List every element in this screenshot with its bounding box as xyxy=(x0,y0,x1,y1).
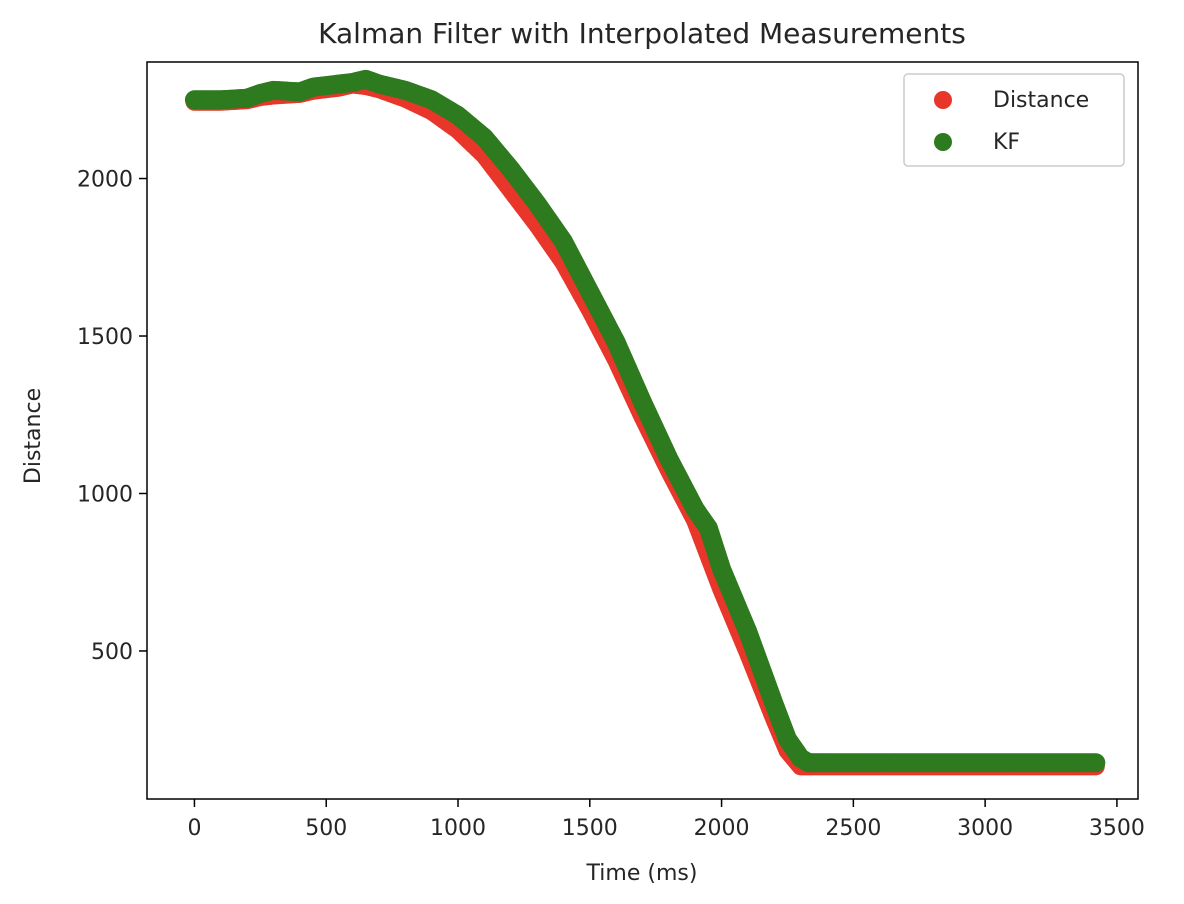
x-tick-label: 3000 xyxy=(957,816,1013,841)
y-tick-label: 1500 xyxy=(77,325,133,350)
x-axis-label: Time (ms) xyxy=(586,861,698,886)
x-tick-label: 2000 xyxy=(694,816,750,841)
chart-title: Kalman Filter with Interpolated Measurem… xyxy=(318,17,966,50)
y-axis-label: Distance xyxy=(21,388,46,484)
y-tick-label: 500 xyxy=(91,640,133,665)
x-tick-label: 500 xyxy=(305,816,347,841)
legend-box xyxy=(903,73,1125,167)
plot-frame xyxy=(146,61,1139,800)
plot-marks xyxy=(184,69,1106,776)
legend-marker-kf xyxy=(934,133,952,151)
x-axis-ticks: 0 500 1000 1500 2000 2500 3000 3500 xyxy=(187,799,1145,841)
legend: Distance KF xyxy=(903,73,1125,167)
data-point-kf xyxy=(1086,753,1106,773)
y-tick-label: 2000 xyxy=(77,168,133,193)
x-tick-label: 1000 xyxy=(430,816,486,841)
y-axis-ticks: 500 1000 1500 2000 xyxy=(77,168,147,665)
x-tick-label: 0 xyxy=(187,816,201,841)
x-tick-label: 1500 xyxy=(562,816,618,841)
series-kf xyxy=(184,69,1106,773)
legend-marker-distance xyxy=(934,91,952,109)
x-tick-label: 3500 xyxy=(1089,816,1145,841)
legend-label-distance: Distance xyxy=(993,88,1089,113)
y-tick-label: 1000 xyxy=(77,482,133,507)
legend-label-kf: KF xyxy=(993,130,1020,155)
x-tick-label: 2500 xyxy=(825,816,881,841)
